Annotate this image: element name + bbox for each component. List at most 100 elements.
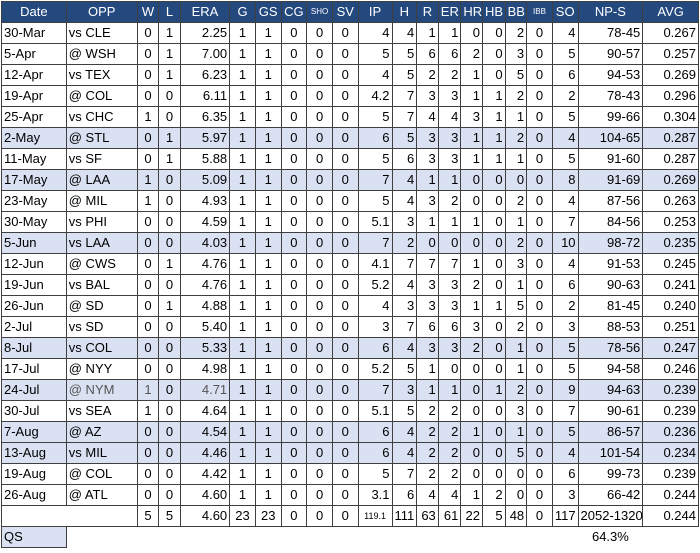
cell-nps: 99-73 — [577, 463, 644, 485]
cell-h: 3 — [391, 379, 418, 401]
cell-hb: 0 — [481, 442, 506, 464]
column-header-era: ERA — [179, 1, 231, 23]
cell-opp: vs PHI — [65, 211, 138, 233]
cell-w: 1 — [136, 379, 160, 401]
cell-date: 13-Aug — [1, 442, 67, 464]
cell-ibb: 0 — [526, 43, 553, 65]
cell-hr: 1 — [460, 421, 483, 443]
cell-so: 7 — [551, 211, 579, 233]
cell-g: 1 — [229, 421, 256, 443]
cell-ip: 5 — [357, 190, 393, 212]
cell-bb: 1 — [504, 358, 528, 380]
cell-w: 0 — [136, 463, 160, 485]
cell-avg: 0.251 — [642, 316, 699, 338]
cell-gs: 1 — [254, 442, 282, 464]
cell-ip: 5 — [357, 148, 393, 170]
table-row: 19-Jun vs BAL 0 0 4.76 1 1 0 0 0 5.2 4 3 3 2 0 1 0 6 90-63 0… — [1, 274, 699, 296]
cell-r: 1 — [416, 358, 439, 380]
cell-bb: 1 — [504, 211, 528, 233]
cell-sv: 0 — [331, 253, 359, 275]
cell-date: 2-Jul — [1, 316, 67, 338]
cell-so: 3 — [551, 484, 579, 506]
cell-g: 1 — [229, 106, 256, 128]
cell-avg: 0.240 — [642, 295, 699, 317]
cell-sho: 0 — [306, 106, 333, 128]
cell-gs: 1 — [254, 316, 282, 338]
cell-cg: 0 — [280, 232, 308, 254]
cell-hb: 0 — [481, 400, 506, 422]
cell-g: 1 — [229, 148, 256, 170]
cell-h: 4 — [391, 190, 418, 212]
cell-so: 4 — [551, 442, 579, 464]
cell-nps: 81-45 — [577, 295, 644, 317]
cell-r: 3 — [416, 127, 439, 149]
cell-so: 4 — [551, 127, 579, 149]
cell-l: 0 — [158, 211, 181, 233]
cell-ip: 5 — [357, 106, 393, 128]
cell-avg: 0.239 — [642, 400, 699, 422]
cell-cg: 0 — [280, 148, 308, 170]
qs-spacer — [66, 527, 578, 548]
cell-h: 5 — [391, 43, 418, 65]
cell-ibb: 0 — [526, 421, 553, 443]
cell-gs: 1 — [254, 253, 282, 275]
cell-era: 6.35 — [179, 106, 231, 128]
column-header-ibb: IBB — [526, 1, 553, 23]
cell-hb: 1 — [481, 148, 506, 170]
cell-gs: 1 — [254, 106, 282, 128]
cell-w: 0 — [136, 43, 160, 65]
cell-gs: 1 — [254, 64, 282, 86]
cell-ibb: 0 — [526, 295, 553, 317]
cell-sho: 0 — [306, 253, 333, 275]
cell-g: 1 — [229, 400, 256, 422]
cell-sv: 0 — [331, 484, 359, 506]
cell-sho: 0 — [306, 379, 333, 401]
column-header-er: ER — [437, 1, 462, 23]
cell-l: 0 — [158, 85, 181, 107]
cell-nps: 91-69 — [577, 169, 644, 191]
cell-cg: 0 — [280, 106, 308, 128]
cell-gs: 1 — [254, 379, 282, 401]
table-row: 26-Aug @ ATL 0 0 4.60 1 1 0 0 0 3.1 6 4 4 1 2 0 0 3 66-42 0.… — [1, 484, 699, 506]
cell-hb: 0 — [481, 232, 506, 254]
cell-r: 3 — [416, 274, 439, 296]
cell-ibb: 0 — [526, 274, 553, 296]
cell-sv: 0 — [331, 85, 359, 107]
cell-sv: 0 — [331, 127, 359, 149]
qs-row: QS 64.3% — [1, 526, 699, 548]
cell-g: 1 — [229, 22, 256, 44]
cell-ibb: 0 — [526, 400, 553, 422]
cell-nps: 91-53 — [577, 253, 644, 275]
cell-hr: 0 — [460, 463, 483, 485]
cell-bb: 3 — [504, 43, 528, 65]
cell-ibb: 0 — [526, 127, 553, 149]
cell-w: 1 — [136, 169, 160, 191]
cell-g: 1 — [229, 85, 256, 107]
cell-g: 1 — [229, 442, 256, 464]
cell-ip: 3.1 — [357, 484, 393, 506]
cell-sho: 0 — [306, 316, 333, 338]
cell-nps: 99-66 — [577, 106, 644, 128]
total-nps: 2052-1320 — [577, 505, 644, 527]
cell-w: 1 — [136, 400, 160, 422]
cell-avg: 0.245 — [642, 253, 699, 275]
column-header-h: H — [391, 1, 418, 23]
cell-gs: 1 — [254, 211, 282, 233]
cell-sv: 0 — [331, 22, 359, 44]
cell-w: 0 — [136, 484, 160, 506]
cell-er: 2 — [437, 190, 462, 212]
cell-r: 3 — [416, 148, 439, 170]
cell-hr: 0 — [460, 379, 483, 401]
cell-cg: 0 — [280, 463, 308, 485]
cell-hb: 1 — [481, 106, 506, 128]
cell-er: 3 — [437, 127, 462, 149]
cell-ibb: 0 — [526, 337, 553, 359]
cell-w: 1 — [136, 106, 160, 128]
cell-date: 17-Jul — [1, 358, 67, 380]
cell-gs: 1 — [254, 274, 282, 296]
cell-bb: 1 — [504, 337, 528, 359]
cell-era: 4.46 — [179, 442, 231, 464]
cell-r: 2 — [416, 421, 439, 443]
cell-opp: @ STL — [65, 127, 138, 149]
cell-bb: 1 — [504, 148, 528, 170]
